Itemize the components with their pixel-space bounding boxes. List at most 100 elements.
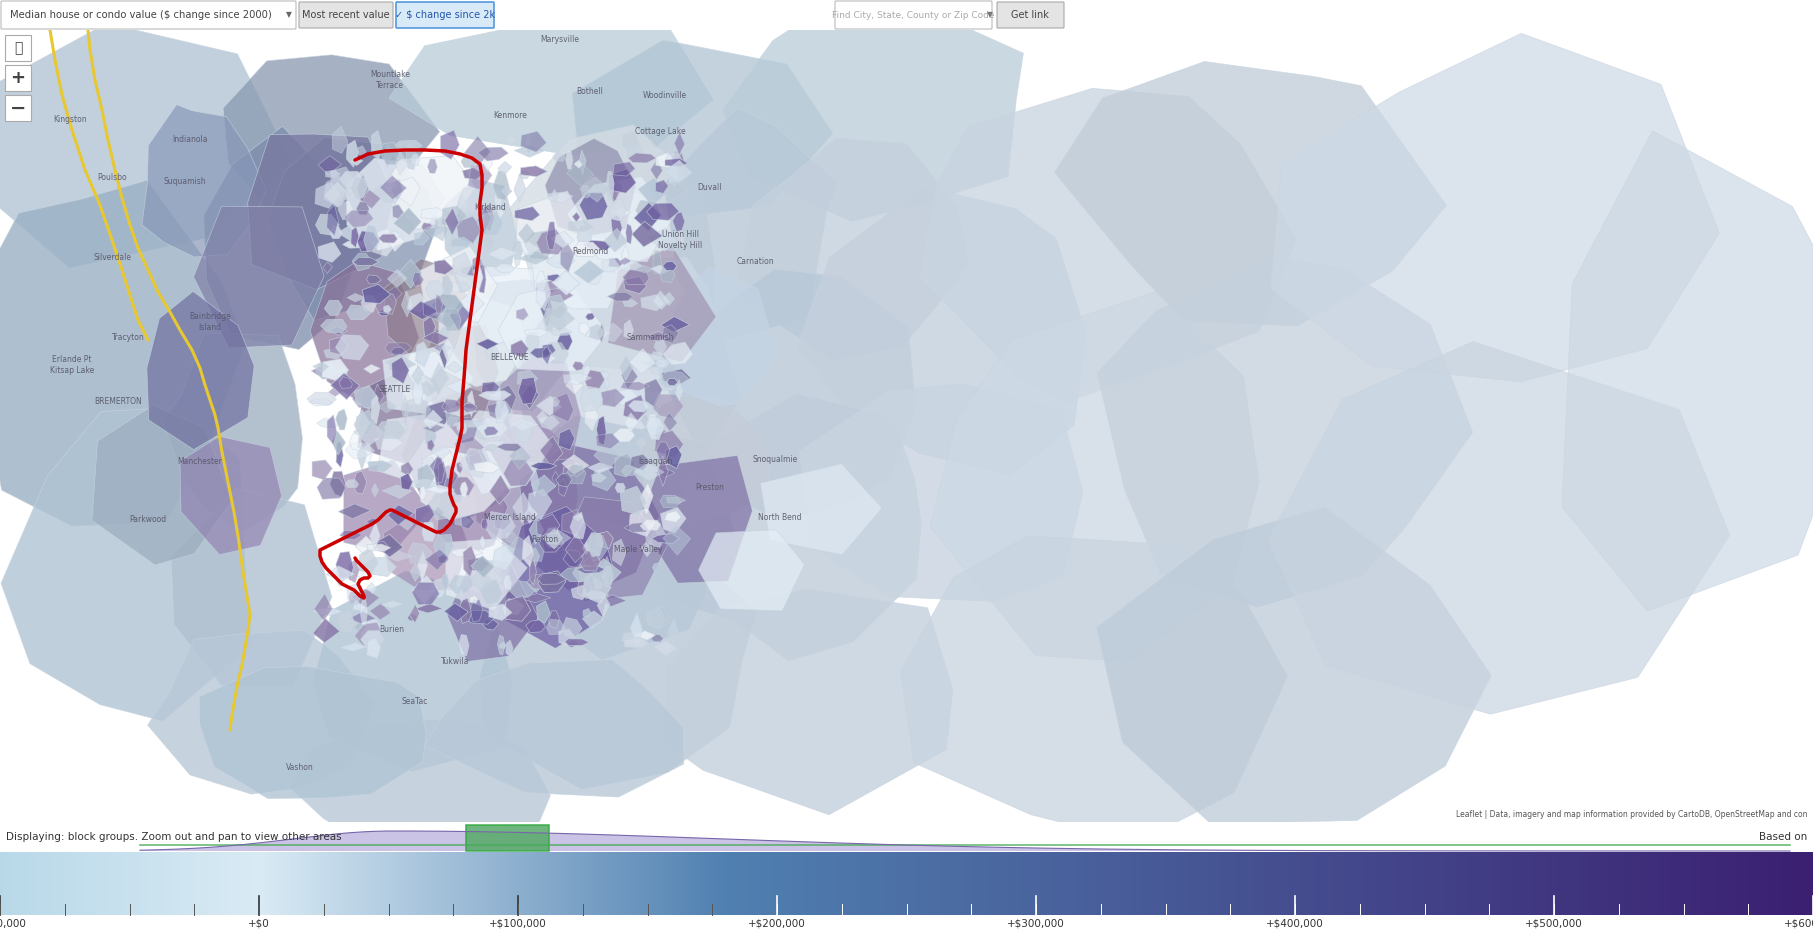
Polygon shape bbox=[484, 235, 495, 252]
Polygon shape bbox=[377, 400, 397, 412]
Polygon shape bbox=[548, 192, 573, 203]
FancyBboxPatch shape bbox=[5, 95, 31, 121]
Polygon shape bbox=[531, 468, 538, 496]
Polygon shape bbox=[542, 342, 569, 364]
Bar bbox=[627, 852, 629, 915]
Polygon shape bbox=[439, 452, 457, 479]
Bar bbox=[1597, 852, 1599, 915]
Bar bbox=[1672, 852, 1673, 915]
Bar bbox=[867, 852, 868, 915]
Bar bbox=[408, 852, 410, 915]
Text: SeaTac: SeaTac bbox=[402, 698, 428, 707]
Bar bbox=[1081, 852, 1082, 915]
Polygon shape bbox=[368, 461, 392, 472]
Bar bbox=[1244, 852, 1246, 915]
Polygon shape bbox=[410, 563, 421, 582]
Bar bbox=[1476, 852, 1478, 915]
Polygon shape bbox=[673, 151, 684, 168]
Bar bbox=[834, 852, 836, 915]
Polygon shape bbox=[531, 536, 544, 561]
Polygon shape bbox=[377, 421, 406, 439]
Polygon shape bbox=[624, 395, 647, 421]
Polygon shape bbox=[511, 340, 528, 358]
Polygon shape bbox=[422, 297, 446, 319]
Bar bbox=[1300, 852, 1302, 915]
Polygon shape bbox=[325, 300, 343, 315]
Polygon shape bbox=[422, 457, 435, 467]
Bar bbox=[1652, 852, 1653, 915]
Bar bbox=[959, 852, 961, 915]
Bar bbox=[91, 852, 92, 915]
Text: BREMERTON: BREMERTON bbox=[94, 397, 141, 407]
Bar bbox=[562, 852, 564, 915]
Bar bbox=[1302, 852, 1304, 915]
Polygon shape bbox=[470, 596, 479, 603]
Bar bbox=[1387, 852, 1389, 915]
Bar bbox=[1405, 852, 1407, 915]
Bar bbox=[914, 852, 916, 915]
Polygon shape bbox=[361, 598, 368, 626]
Bar bbox=[373, 852, 375, 915]
Bar bbox=[1673, 852, 1675, 915]
Polygon shape bbox=[451, 477, 475, 496]
Bar bbox=[323, 852, 325, 915]
Polygon shape bbox=[413, 272, 424, 286]
Bar bbox=[1200, 852, 1202, 915]
Bar bbox=[865, 852, 867, 915]
Polygon shape bbox=[415, 342, 430, 367]
Bar bbox=[1215, 852, 1217, 915]
Text: Vashon: Vashon bbox=[286, 764, 314, 772]
Bar bbox=[1416, 852, 1418, 915]
Polygon shape bbox=[662, 324, 678, 343]
Polygon shape bbox=[660, 496, 682, 508]
Bar bbox=[1440, 852, 1441, 915]
Bar bbox=[926, 852, 928, 915]
Polygon shape bbox=[1055, 62, 1447, 326]
Bar bbox=[1798, 852, 1800, 915]
Bar bbox=[154, 852, 156, 915]
Bar bbox=[390, 852, 392, 915]
Polygon shape bbox=[410, 604, 419, 623]
Bar bbox=[1802, 852, 1804, 915]
Bar bbox=[856, 852, 858, 915]
Bar bbox=[261, 852, 263, 915]
Polygon shape bbox=[596, 416, 606, 445]
Polygon shape bbox=[640, 542, 653, 556]
Bar bbox=[203, 852, 205, 915]
Polygon shape bbox=[355, 202, 370, 215]
Polygon shape bbox=[607, 169, 636, 194]
Bar bbox=[1298, 852, 1300, 915]
Text: +$400,000: +$400,000 bbox=[1265, 918, 1323, 928]
Polygon shape bbox=[430, 363, 450, 395]
Polygon shape bbox=[651, 634, 664, 642]
Bar bbox=[1044, 852, 1046, 915]
Bar bbox=[702, 852, 703, 915]
Polygon shape bbox=[584, 404, 598, 431]
Polygon shape bbox=[435, 295, 442, 314]
Bar bbox=[1728, 852, 1730, 915]
Bar bbox=[772, 852, 774, 915]
Bar bbox=[586, 852, 587, 915]
Polygon shape bbox=[622, 244, 629, 271]
Bar bbox=[776, 852, 778, 915]
Bar bbox=[1285, 852, 1287, 915]
Polygon shape bbox=[669, 161, 678, 187]
Bar bbox=[917, 852, 919, 915]
Polygon shape bbox=[580, 386, 602, 411]
Bar bbox=[1294, 852, 1296, 915]
Bar bbox=[916, 852, 917, 915]
Bar bbox=[335, 852, 337, 915]
Bar bbox=[830, 852, 832, 915]
Bar bbox=[1008, 852, 1010, 915]
Bar bbox=[676, 852, 678, 915]
Polygon shape bbox=[595, 440, 620, 468]
Bar bbox=[1249, 852, 1251, 915]
Polygon shape bbox=[529, 348, 551, 358]
Bar bbox=[1104, 852, 1106, 915]
Bar bbox=[798, 852, 800, 915]
Polygon shape bbox=[366, 638, 381, 658]
Polygon shape bbox=[448, 575, 473, 594]
Bar bbox=[1450, 852, 1452, 915]
Bar bbox=[1557, 852, 1559, 915]
Bar bbox=[402, 852, 404, 915]
